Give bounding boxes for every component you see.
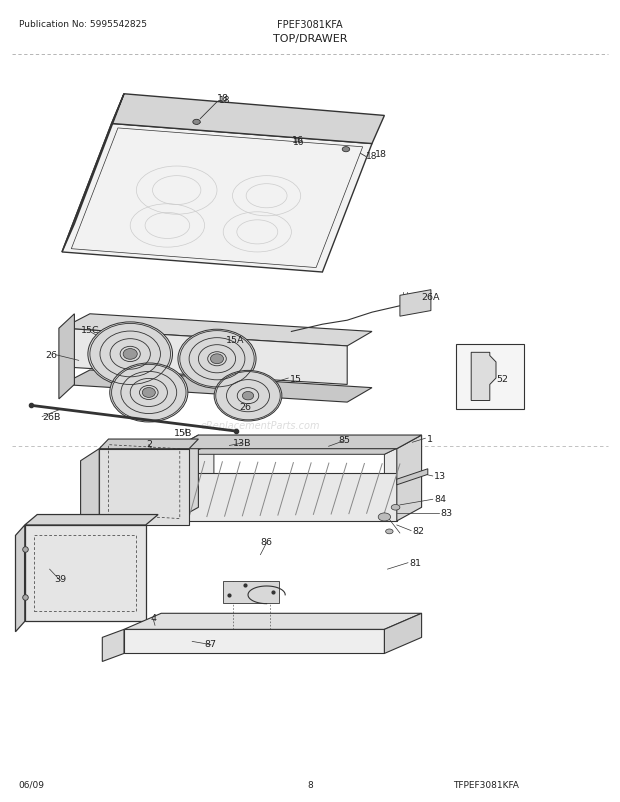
Text: 52: 52 bbox=[496, 374, 508, 383]
Polygon shape bbox=[384, 614, 422, 654]
Ellipse shape bbox=[386, 529, 393, 534]
Ellipse shape bbox=[178, 330, 256, 389]
Text: 2: 2 bbox=[146, 439, 152, 448]
Polygon shape bbox=[189, 443, 214, 521]
Text: eReplacementParts.com: eReplacementParts.com bbox=[201, 420, 320, 430]
Text: 18: 18 bbox=[375, 149, 387, 159]
Text: 15: 15 bbox=[290, 374, 302, 383]
Polygon shape bbox=[124, 630, 384, 654]
Polygon shape bbox=[471, 353, 496, 401]
Polygon shape bbox=[25, 525, 146, 622]
Text: 18: 18 bbox=[366, 152, 378, 161]
Text: 16: 16 bbox=[291, 136, 304, 145]
Text: 13: 13 bbox=[434, 472, 446, 481]
Polygon shape bbox=[112, 95, 384, 144]
Text: 8: 8 bbox=[307, 780, 313, 789]
Text: 15A: 15A bbox=[226, 335, 245, 345]
Text: TOP/DRAWER: TOP/DRAWER bbox=[273, 34, 347, 43]
Polygon shape bbox=[189, 509, 409, 521]
Polygon shape bbox=[384, 443, 409, 521]
Ellipse shape bbox=[110, 363, 188, 423]
Polygon shape bbox=[62, 314, 372, 346]
Ellipse shape bbox=[123, 349, 137, 360]
Ellipse shape bbox=[211, 354, 223, 364]
Polygon shape bbox=[62, 371, 372, 403]
Polygon shape bbox=[81, 449, 99, 537]
Text: FPEF3081KFA: FPEF3081KFA bbox=[277, 20, 343, 30]
Polygon shape bbox=[397, 435, 422, 521]
Ellipse shape bbox=[378, 513, 391, 521]
Text: 18: 18 bbox=[219, 95, 230, 105]
Text: 18: 18 bbox=[217, 94, 229, 103]
Polygon shape bbox=[174, 435, 198, 521]
Text: 39: 39 bbox=[54, 574, 66, 584]
Polygon shape bbox=[99, 449, 189, 525]
Ellipse shape bbox=[142, 388, 155, 398]
Polygon shape bbox=[59, 314, 74, 399]
Text: 13B: 13B bbox=[232, 438, 251, 448]
Polygon shape bbox=[174, 435, 422, 449]
Ellipse shape bbox=[214, 371, 282, 422]
Polygon shape bbox=[62, 124, 372, 273]
Text: 81: 81 bbox=[409, 558, 421, 568]
Text: 1: 1 bbox=[427, 434, 433, 444]
Polygon shape bbox=[189, 443, 409, 455]
Text: 86: 86 bbox=[260, 537, 273, 546]
Text: 06/09: 06/09 bbox=[19, 780, 45, 789]
Text: 26A: 26A bbox=[422, 292, 440, 302]
Polygon shape bbox=[124, 614, 422, 630]
Polygon shape bbox=[223, 581, 279, 603]
Text: 85: 85 bbox=[338, 435, 350, 444]
Polygon shape bbox=[174, 473, 397, 521]
Text: 84: 84 bbox=[434, 494, 446, 504]
Ellipse shape bbox=[88, 322, 172, 387]
Text: 15B: 15B bbox=[174, 428, 192, 438]
Text: 26: 26 bbox=[239, 403, 251, 412]
Text: TFPEF3081KFA: TFPEF3081KFA bbox=[453, 780, 518, 789]
Polygon shape bbox=[400, 290, 431, 317]
Text: 83: 83 bbox=[440, 508, 453, 518]
Polygon shape bbox=[71, 129, 363, 268]
Polygon shape bbox=[62, 329, 347, 385]
Polygon shape bbox=[102, 630, 124, 662]
Text: 4: 4 bbox=[150, 613, 156, 622]
Polygon shape bbox=[25, 515, 158, 525]
Text: 16: 16 bbox=[293, 138, 304, 148]
Polygon shape bbox=[16, 525, 25, 632]
Ellipse shape bbox=[342, 148, 350, 152]
Polygon shape bbox=[62, 95, 124, 253]
Ellipse shape bbox=[193, 120, 200, 125]
Polygon shape bbox=[397, 469, 428, 485]
Text: 26B: 26B bbox=[42, 412, 61, 422]
FancyBboxPatch shape bbox=[456, 345, 524, 409]
Text: Publication No: 5995542825: Publication No: 5995542825 bbox=[19, 20, 146, 30]
Text: 82: 82 bbox=[412, 526, 424, 536]
Ellipse shape bbox=[242, 392, 254, 400]
Text: 26: 26 bbox=[45, 350, 57, 360]
Text: 87: 87 bbox=[205, 639, 217, 649]
Ellipse shape bbox=[391, 505, 400, 510]
Polygon shape bbox=[99, 439, 198, 449]
Text: 15C: 15C bbox=[81, 326, 99, 335]
